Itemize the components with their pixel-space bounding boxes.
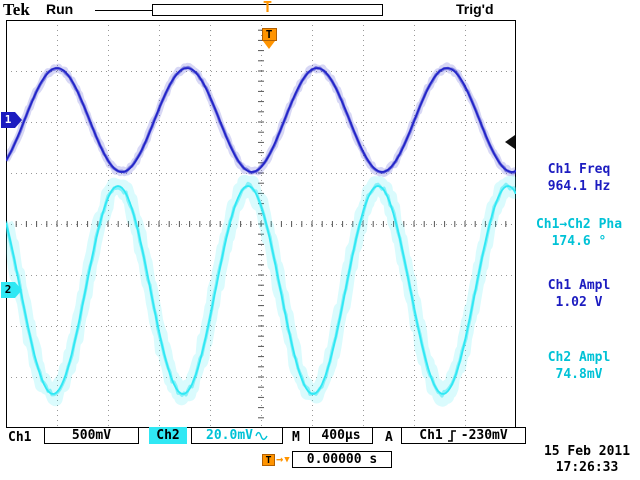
ch1-waveform xyxy=(6,66,516,173)
readout-value: 174.6 ° xyxy=(520,233,638,250)
acquisition-status: Run xyxy=(46,1,73,17)
readout-ch2-ampl: Ch2 Ampl 74.8mV xyxy=(520,349,638,383)
ch2-scale-box: 20.0mV xyxy=(191,427,283,444)
trigger-level: -230mV xyxy=(461,428,508,443)
readout-label: Ch1 Ampl xyxy=(520,277,638,294)
timebase-label: M xyxy=(292,429,300,446)
trigger-time-box: 0.00000 s xyxy=(292,451,392,468)
ch1-scale-box: 500mV xyxy=(44,427,139,444)
trigger-down-arrow-icon xyxy=(263,41,275,49)
timebase-box: 400µs xyxy=(309,427,373,444)
graticule xyxy=(6,20,516,432)
trigger-info-box: Ch1 -230mV xyxy=(401,427,526,444)
readout-ch1-freq: Ch1 Freq 964.1 Hz xyxy=(520,161,638,195)
readout-value: 1.02 V xyxy=(520,294,638,311)
oscilloscope-screen: Tek Run T Trig'd T 1 2 Ch1 Freq 964.1 Hz… xyxy=(0,0,640,480)
rising-edge-icon xyxy=(447,429,457,443)
date: 15 Feb 2011 xyxy=(536,443,638,460)
trigger-source: Ch1 xyxy=(419,428,442,443)
trigger-position-top-icon: T xyxy=(263,0,272,16)
readout-value: 74.8mV xyxy=(520,366,638,383)
right-arrow-icon: → xyxy=(276,452,283,467)
readout-label: Ch1 Freq xyxy=(520,161,638,178)
readout-value: 964.1 Hz xyxy=(520,178,638,195)
trigger-t-icon: T xyxy=(262,454,275,466)
ch1-label: Ch1 xyxy=(8,429,31,446)
trigger-mode-label: A xyxy=(385,429,393,446)
trigger-level-arrow-icon xyxy=(505,135,515,149)
readout-ch1-ampl: Ch1 Ampl 1.02 V xyxy=(520,277,638,311)
trigger-t-icon: T xyxy=(262,28,277,41)
waveform-display xyxy=(6,20,516,428)
ch2-scale: 20.0mV xyxy=(206,428,253,443)
ch2-ground-marker: 2 xyxy=(1,282,15,298)
ch1-ground-marker: 1 xyxy=(1,112,15,128)
trigger-status: Trig'd xyxy=(456,1,494,17)
trigger-time-marker: T xyxy=(260,23,278,49)
trigger-position-readout-marker: T → ▼ xyxy=(262,452,290,467)
ac-coupling-icon xyxy=(255,431,268,441)
down-triangle-icon: ▼ xyxy=(284,455,289,465)
record-bar-line xyxy=(95,10,152,11)
readout-label: Ch1→Ch2 Pha xyxy=(520,216,638,233)
readout-label: Ch2 Ampl xyxy=(520,349,638,366)
tek-logo: Tek xyxy=(3,0,30,20)
readout-ch1-ch2-phase: Ch1→Ch2 Pha 174.6 ° xyxy=(520,216,638,250)
time: 17:26:33 xyxy=(536,459,638,476)
ch2-label-chip: Ch2 xyxy=(149,427,187,444)
